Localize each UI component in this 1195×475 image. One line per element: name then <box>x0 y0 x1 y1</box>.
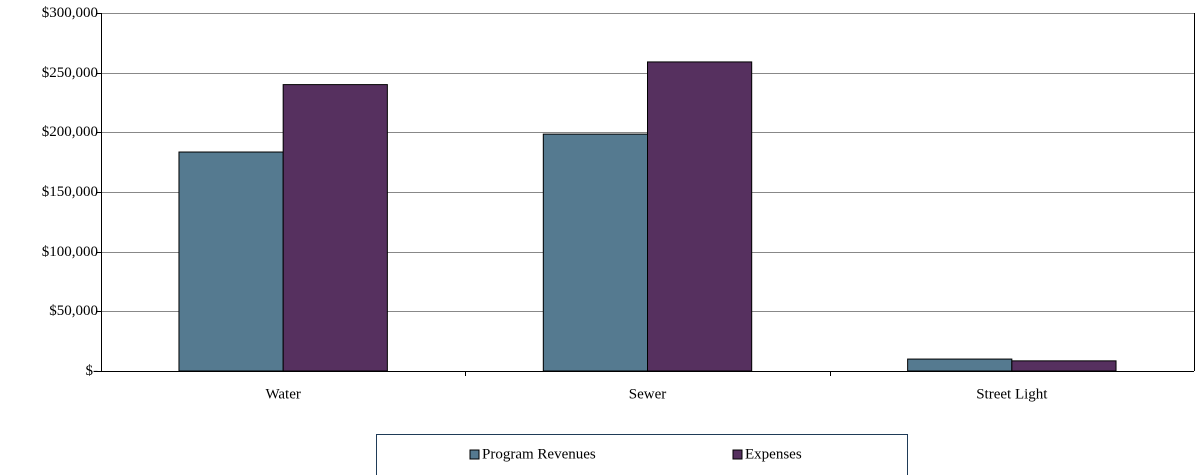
x-tick-label: Sewer <box>629 386 667 402</box>
y-tick-label: $300,000 <box>42 5 98 21</box>
y-tick-label: $- <box>86 363 99 379</box>
bar <box>647 61 753 372</box>
y-tick-label: $100,000 <box>42 244 98 260</box>
legend-label: Program Revenues <box>482 446 596 462</box>
legend-swatch <box>469 449 480 460</box>
bar <box>178 151 284 372</box>
legend-label: Expenses <box>745 446 802 462</box>
y-tick-label: $150,000 <box>42 184 98 200</box>
bar <box>542 133 648 372</box>
bar <box>282 84 388 372</box>
x-tick-label: Street Light <box>976 386 1048 402</box>
legend-swatch <box>732 449 743 460</box>
x-tick-label: Water <box>265 386 300 402</box>
bar <box>907 358 1013 372</box>
legend-box <box>376 434 908 475</box>
y-tick-label: $250,000 <box>42 65 98 81</box>
bar <box>1011 360 1117 372</box>
y-tick-label: $50,000 <box>49 303 98 319</box>
y-tick-label: $200,000 <box>42 124 98 140</box>
